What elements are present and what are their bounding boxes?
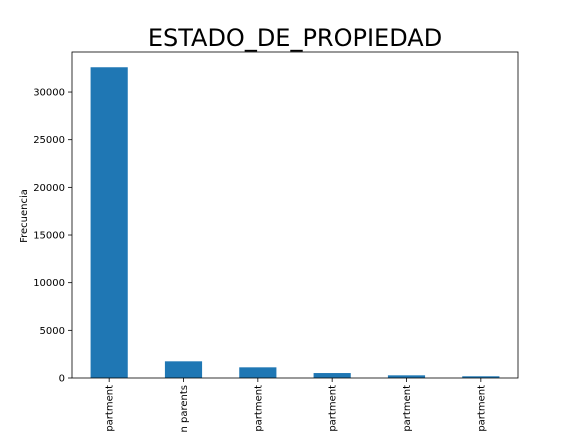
- bars-group: [90, 67, 500, 378]
- y-tick-label-4: 20000: [33, 183, 65, 194]
- bar-3: [313, 373, 351, 378]
- x-tick-label-3: partment: [328, 385, 339, 432]
- y-axis: 0 5000 10000 15000 20000 25000 30000: [33, 88, 72, 385]
- x-tick-label-5: partment: [476, 385, 487, 432]
- x-tick-label-1: n parents: [179, 385, 190, 432]
- x-tick-label-4: partment: [402, 385, 413, 432]
- plot-frame: [71, 51, 519, 379]
- y-tick-label-1: 5000: [40, 326, 65, 337]
- x-tick-label-0: partment: [105, 385, 116, 432]
- x-axis: partment n parents partment partment partmen…: [105, 378, 487, 432]
- bar-1: [164, 361, 203, 378]
- x-tick-label-2: partment: [253, 385, 264, 432]
- y-tick-label-5: 25000: [33, 135, 65, 146]
- y-tick-label-6: 30000: [33, 88, 65, 99]
- bar-4: [387, 375, 426, 378]
- chart-title: ESTADO_DE_PROPIEDAD: [148, 24, 442, 52]
- bar-5: [462, 376, 500, 378]
- y-tick-label-0: 0: [59, 374, 65, 385]
- y-axis-label: Frecuencia: [19, 189, 30, 243]
- y-tick-label-2: 10000: [33, 278, 65, 289]
- bar-0: [90, 67, 128, 378]
- bar-2: [239, 367, 277, 378]
- y-tick-label-3: 15000: [33, 231, 65, 242]
